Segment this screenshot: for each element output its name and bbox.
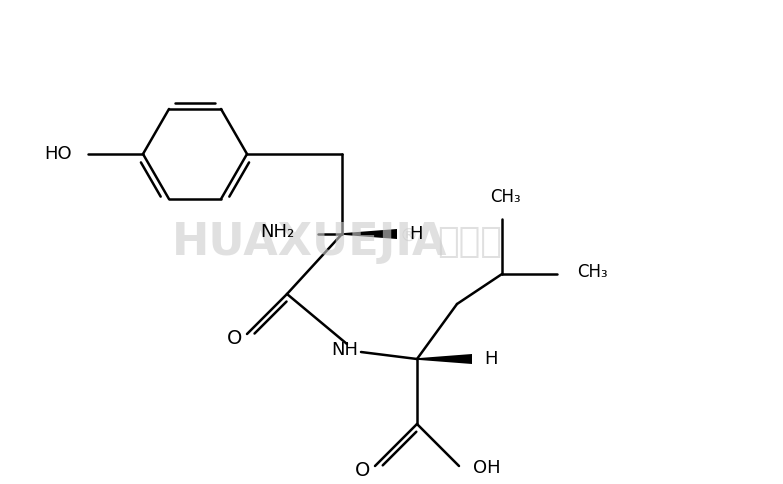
Text: ®: ® [399,227,417,245]
Text: HO: HO [45,145,72,163]
Text: HUAXUEJIA: HUAXUEJIA [172,221,448,263]
Text: NH: NH [331,341,359,359]
Text: NH₂: NH₂ [260,223,294,241]
Text: OH: OH [473,459,500,477]
Polygon shape [342,229,397,239]
Text: H: H [484,350,497,368]
Text: 化学加: 化学加 [438,225,503,259]
Text: O: O [355,460,370,480]
Text: H: H [409,225,423,243]
Text: O: O [227,329,243,348]
Text: CH₃: CH₃ [489,188,521,206]
Polygon shape [417,354,472,364]
Text: CH₃: CH₃ [577,263,608,281]
